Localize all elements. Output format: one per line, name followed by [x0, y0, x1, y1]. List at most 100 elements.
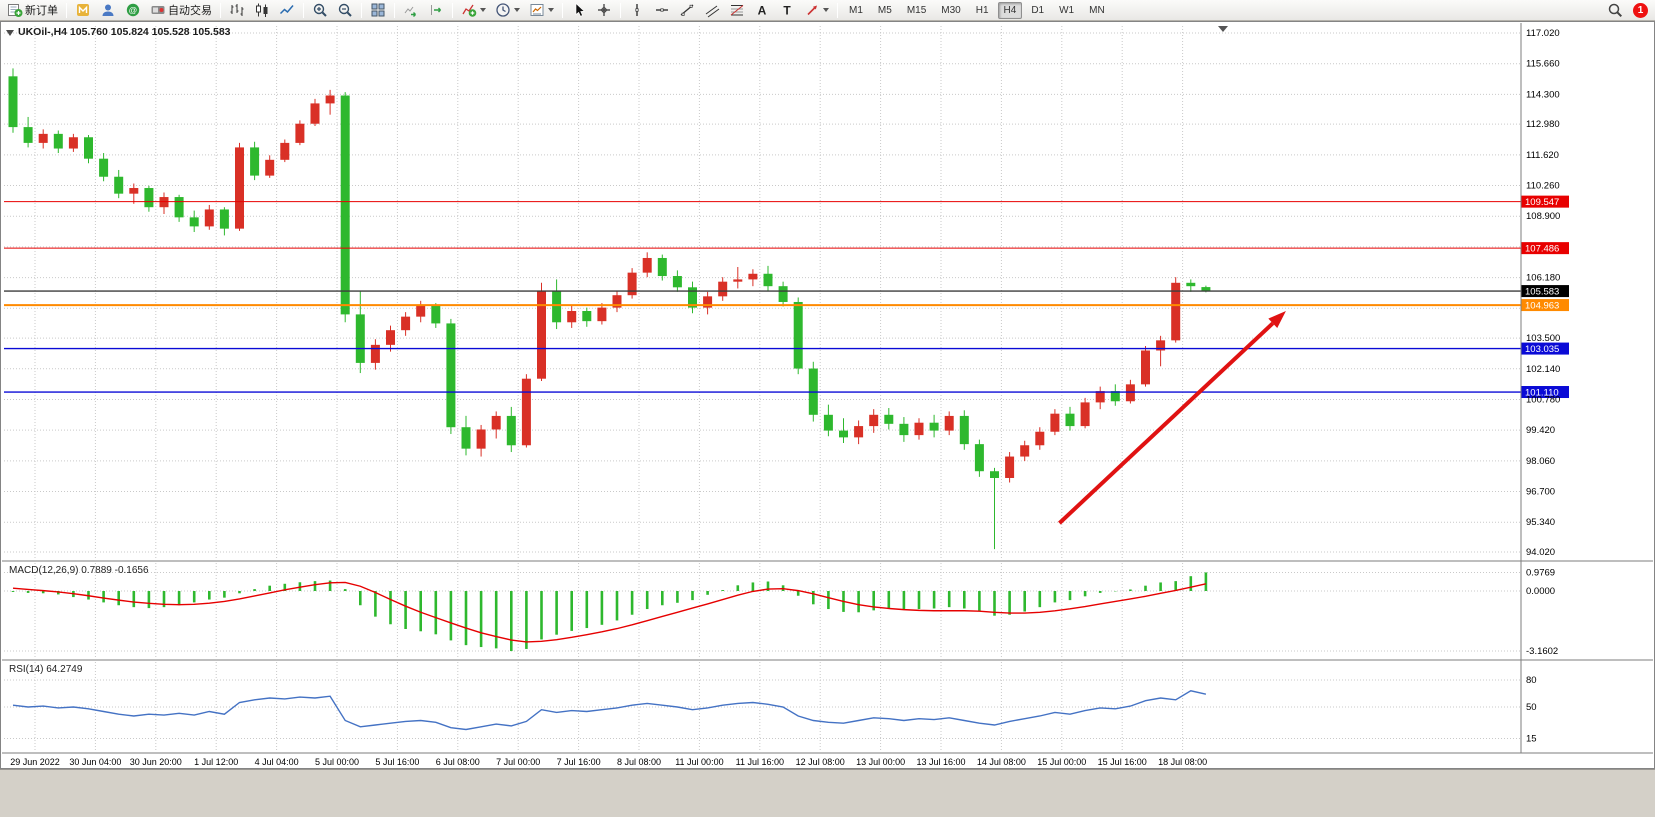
templates-icon — [530, 4, 544, 16]
timeframe-w1[interactable]: W1 — [1059, 4, 1075, 16]
tile-windows-button[interactable] — [366, 1, 390, 20]
candle — [521, 378, 531, 446]
chart-window[interactable]: 109.547 107.486 105.583 104.963 103.035 101.1… — [0, 21, 1655, 769]
notification-badge[interactable]: 1 — [1633, 2, 1648, 18]
chart-canvas[interactable]: 109.547 107.486 105.583 104.963 103.035 101.1… — [2, 23, 1653, 767]
price-tick-label: 115.660 — [1526, 59, 1560, 70]
candle — [567, 311, 577, 323]
text-t-icon: T — [783, 4, 791, 18]
price-tag-text: 104.963 — [1525, 301, 1559, 312]
candle — [688, 287, 697, 308]
fibonacci-button[interactable] — [725, 1, 749, 20]
candle — [1125, 384, 1135, 402]
horizontal-line-button[interactable] — [650, 1, 674, 20]
candle — [174, 197, 184, 218]
candle — [114, 176, 124, 194]
svg-text:A: A — [758, 4, 767, 18]
autotrading-button[interactable]: 自动交易 — [146, 1, 216, 20]
candle — [582, 311, 592, 322]
timeframe-m30[interactable]: M30 — [941, 4, 961, 16]
zoom-in-button[interactable] — [308, 1, 332, 20]
toolbar-separator — [303, 2, 304, 18]
candle — [1065, 413, 1075, 427]
candle — [974, 444, 984, 472]
toolbar-separator — [562, 2, 563, 18]
price-tag-bg — [1521, 386, 1569, 399]
candlestick-button[interactable] — [250, 1, 274, 20]
status-strip — [0, 769, 1655, 817]
time-label: 15 Jul 00:00 — [1037, 757, 1086, 767]
candle — [235, 147, 244, 229]
candle — [265, 159, 275, 176]
periods-button[interactable] — [491, 1, 524, 20]
candle — [84, 137, 93, 159]
candle — [763, 273, 773, 287]
arrows-button[interactable] — [800, 1, 833, 20]
chart-shift-button[interactable] — [424, 1, 448, 20]
market-button[interactable] — [96, 1, 120, 20]
time-axis: 29 Jun 2022 30 Jun 04:00 30 Jun 20:00 1 Jul… — [10, 757, 1207, 767]
time-label: 11 Jul 16:00 — [736, 757, 784, 767]
auto-scroll-button[interactable] — [399, 1, 423, 20]
crosshair-icon — [598, 4, 610, 16]
community-button[interactable]: @ — [121, 1, 145, 20]
candles-layer — [8, 68, 1211, 550]
text-label-button[interactable]: T — [775, 1, 799, 20]
zoom-out-button[interactable] — [333, 1, 357, 20]
text-button[interactable]: A — [750, 1, 774, 20]
bar-chart-button[interactable] — [225, 1, 249, 20]
main-toolbar: 新订单 @ 自动交易 A T M1 M5 M15 M30 H1 H4 D1 W1 MN 1 — [0, 0, 1655, 21]
metaeditor-button[interactable] — [71, 1, 95, 20]
timeframe-d1[interactable]: D1 — [1031, 4, 1045, 16]
trend-arrow[interactable] — [1058, 311, 1286, 525]
timeframe-m5[interactable]: M5 — [877, 4, 892, 16]
price-scale: 117.020 115.660 114.300 112.980 111.620 110.2… — [1526, 28, 1560, 745]
templates-button[interactable] — [525, 1, 558, 20]
search-button[interactable] — [1603, 1, 1627, 20]
rsi-line — [12, 690, 1207, 731]
candle — [537, 290, 546, 379]
price-tick-label: 94.020 — [1526, 547, 1555, 558]
timeframe-mn[interactable]: MN — [1089, 4, 1105, 16]
indicators-button[interactable] — [457, 1, 490, 20]
line-chart-button[interactable] — [275, 1, 299, 20]
cursor-icon — [575, 2, 585, 17]
time-label: 30 Jun 04:00 — [69, 757, 121, 767]
trend-arrow-head — [1268, 311, 1286, 329]
time-label: 6 Jul 08:00 — [436, 757, 480, 767]
line-icon — [279, 5, 294, 15]
candle — [325, 95, 335, 104]
timeframe-m1[interactable]: M1 — [849, 4, 863, 16]
candle — [401, 316, 411, 331]
timeframe-h1[interactable]: H1 — [975, 4, 989, 16]
timeframe-h4[interactable]: H4 — [997, 1, 1023, 19]
crosshair-button[interactable] — [592, 1, 616, 20]
trendline-button[interactable] — [675, 1, 699, 20]
candle — [491, 415, 501, 430]
price-tag-bg — [1521, 285, 1569, 298]
price-tag: 104.963 — [1521, 299, 1569, 312]
new-order-button[interactable]: 新订单 — [3, 1, 62, 20]
zoom-in-icon — [313, 3, 327, 17]
candle — [793, 301, 803, 369]
candle — [597, 307, 607, 322]
candle — [1095, 391, 1105, 403]
cursor-button[interactable] — [567, 1, 591, 20]
time-label: 12 Jul 08:00 — [796, 757, 845, 767]
candle — [944, 415, 954, 431]
time-label: 8 Jul 08:00 — [617, 757, 661, 767]
candle — [1050, 413, 1060, 432]
price-tag-text: 105.583 — [1525, 287, 1559, 298]
price-tag-text: 109.547 — [1525, 197, 1559, 208]
candle — [1005, 456, 1015, 478]
autotrading-icon — [151, 6, 165, 14]
candle — [204, 209, 214, 227]
timeframe-m15[interactable]: M15 — [906, 4, 927, 16]
candle — [748, 273, 758, 280]
one-click-trading-toggle[interactable] — [6, 30, 14, 36]
macd-label: MACD(12,26,9) 0.7889 -0.1656 — [9, 565, 149, 576]
vertical-line-button[interactable] — [625, 1, 649, 20]
svg-text:@: @ — [129, 5, 138, 15]
price-tag: 109.547 — [1521, 195, 1569, 208]
channel-button[interactable] — [700, 1, 724, 20]
